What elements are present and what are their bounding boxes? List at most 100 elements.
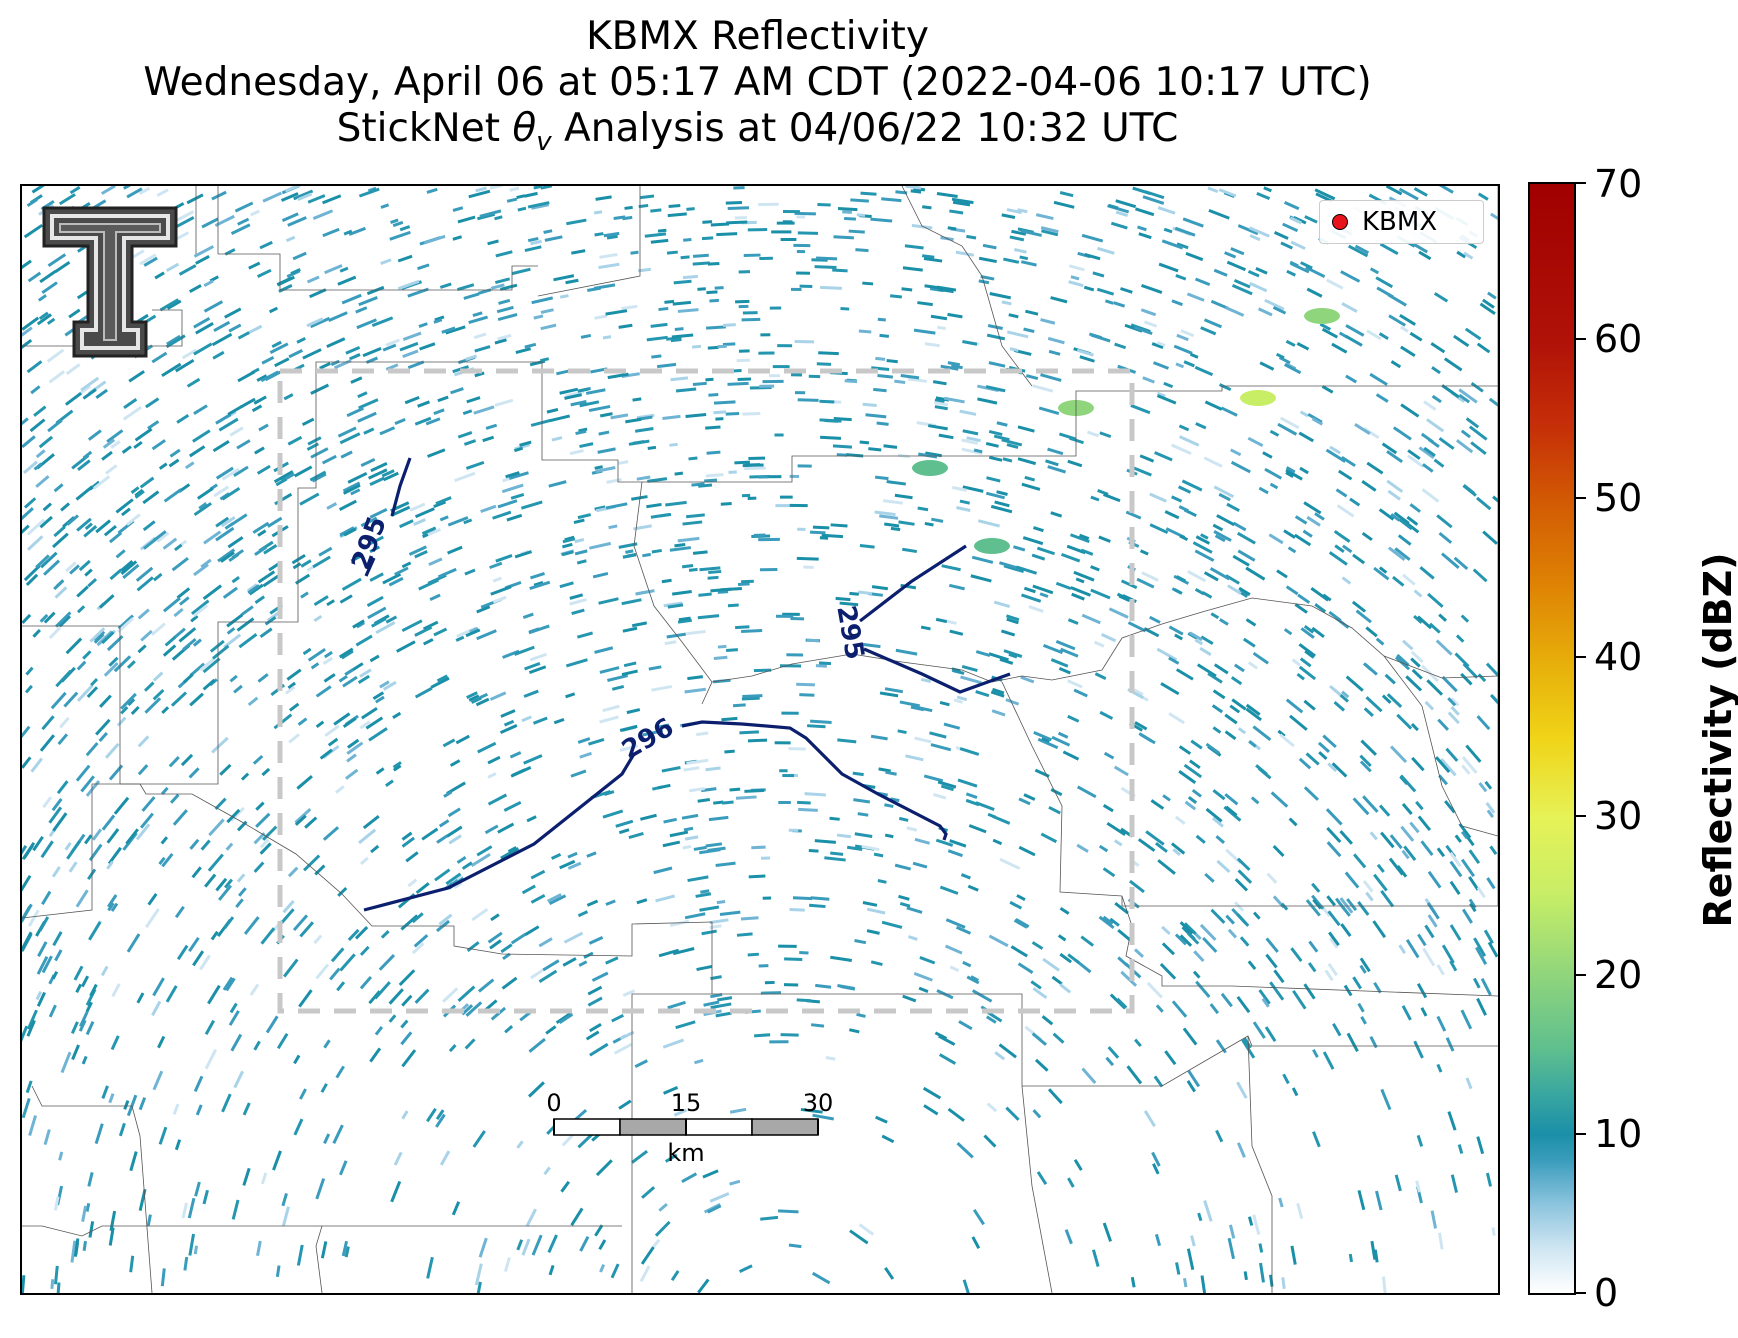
echo-dash	[713, 400, 736, 405]
echo-dash	[947, 1107, 965, 1122]
echo-dash	[274, 357, 290, 368]
echo-dash	[259, 240, 273, 250]
echo-dash	[1050, 296, 1068, 304]
echo-dash	[700, 889, 710, 894]
echo-dash	[76, 605, 86, 614]
echo-dash	[435, 496, 452, 506]
echo-dash	[35, 990, 43, 1001]
echo-dash	[22, 845, 28, 858]
echo-dash	[392, 764, 402, 772]
echo-dash	[1378, 804, 1391, 817]
echo-dash	[635, 589, 655, 596]
echo-dash	[1449, 960, 1458, 972]
echo-dash	[547, 893, 562, 903]
echo-dash	[866, 929, 880, 935]
echo-dash	[36, 991, 46, 1007]
echo-dash	[408, 545, 427, 556]
echo-dash	[259, 842, 272, 855]
echo-dash	[26, 1009, 38, 1030]
echo-dash	[355, 634, 373, 647]
echo-dash	[1420, 432, 1434, 444]
echo-dash	[884, 687, 904, 694]
echo-dash	[1178, 424, 1190, 432]
echo-dash	[1332, 1022, 1342, 1037]
echo-dash	[692, 261, 710, 266]
echo-dash	[470, 852, 491, 868]
echo-dash	[1102, 867, 1116, 878]
echo-dash	[1449, 851, 1462, 868]
echo-dash	[938, 1053, 957, 1065]
echo-dash	[1218, 383, 1232, 392]
echo-dash	[902, 547, 918, 554]
echo-dash	[126, 513, 141, 526]
echo-dash	[302, 348, 322, 360]
echo-dash	[330, 947, 345, 963]
echo-dash	[339, 266, 349, 273]
echo-dash	[1387, 489, 1401, 501]
echo-dash	[26, 518, 46, 536]
echo-dash	[642, 729, 663, 737]
echo-dash	[760, 856, 771, 860]
echo-dash	[367, 468, 388, 480]
echo-dash	[225, 977, 236, 992]
echo-dash	[70, 1240, 77, 1263]
echo-dash	[281, 1193, 288, 1207]
echo-dash	[514, 645, 535, 656]
map-canvas: 295 295 296 0 15 30 km	[22, 186, 1498, 1293]
echo-dash	[673, 1108, 688, 1117]
echo-dash	[771, 230, 792, 234]
echo-dash	[22, 613, 32, 624]
echo-dash	[930, 314, 948, 321]
echo-dash	[1390, 360, 1402, 369]
echo-dash	[318, 546, 333, 557]
echo-dash	[511, 267, 531, 276]
echo-dash	[73, 1238, 80, 1257]
echo-dash	[388, 988, 404, 1005]
echo-dash	[178, 264, 197, 276]
echo-dash	[1449, 924, 1462, 941]
echo-dash	[338, 674, 348, 683]
echo-dash	[859, 544, 875, 549]
echo-dash	[242, 1167, 251, 1186]
echo-dash	[375, 695, 385, 704]
colorbar-tick-mark-10	[1576, 1133, 1586, 1135]
echo-dash	[1288, 817, 1298, 827]
echo-dash	[108, 764, 124, 781]
echo-dash	[86, 686, 99, 698]
echo-dash	[128, 370, 145, 383]
echo-dash	[30, 385, 41, 395]
echo-dash	[313, 595, 329, 607]
echo-dash	[1339, 694, 1349, 703]
echo-dash	[1328, 551, 1348, 566]
echo-dash	[1449, 880, 1461, 895]
echo-dash	[1322, 734, 1337, 749]
echo-dash	[283, 393, 294, 401]
echo-dash	[113, 796, 130, 815]
colorbar-tick-50: 50	[1594, 476, 1643, 520]
echo-dash	[246, 324, 263, 335]
echo-dash	[1176, 242, 1189, 250]
echo-dash	[1141, 571, 1159, 582]
echo-dash	[341, 649, 354, 660]
echo-dash	[667, 1000, 686, 1010]
echo-dash	[260, 370, 279, 383]
echo-dash	[280, 192, 299, 202]
echo-dash	[369, 507, 388, 519]
echo-dash	[344, 668, 354, 676]
echo-dash	[1017, 208, 1028, 214]
echo-dash	[820, 285, 842, 290]
echo-dash	[664, 299, 675, 304]
echo-dash	[1175, 575, 1187, 583]
echo-dash	[442, 738, 456, 748]
echo-dash	[706, 325, 726, 330]
echo-dash	[733, 186, 745, 190]
echo-dash	[221, 1093, 232, 1113]
echo-dash	[109, 531, 123, 544]
echo-dash	[474, 1263, 483, 1286]
echo-dash	[413, 518, 426, 527]
radar-map[interactable]: 295 295 296 0 15 30 km KBMX	[20, 184, 1500, 1295]
echo-dash	[524, 342, 537, 349]
echo-dash	[129, 1151, 138, 1172]
echo-dash	[625, 417, 642, 424]
echo-dash	[1154, 1233, 1162, 1247]
